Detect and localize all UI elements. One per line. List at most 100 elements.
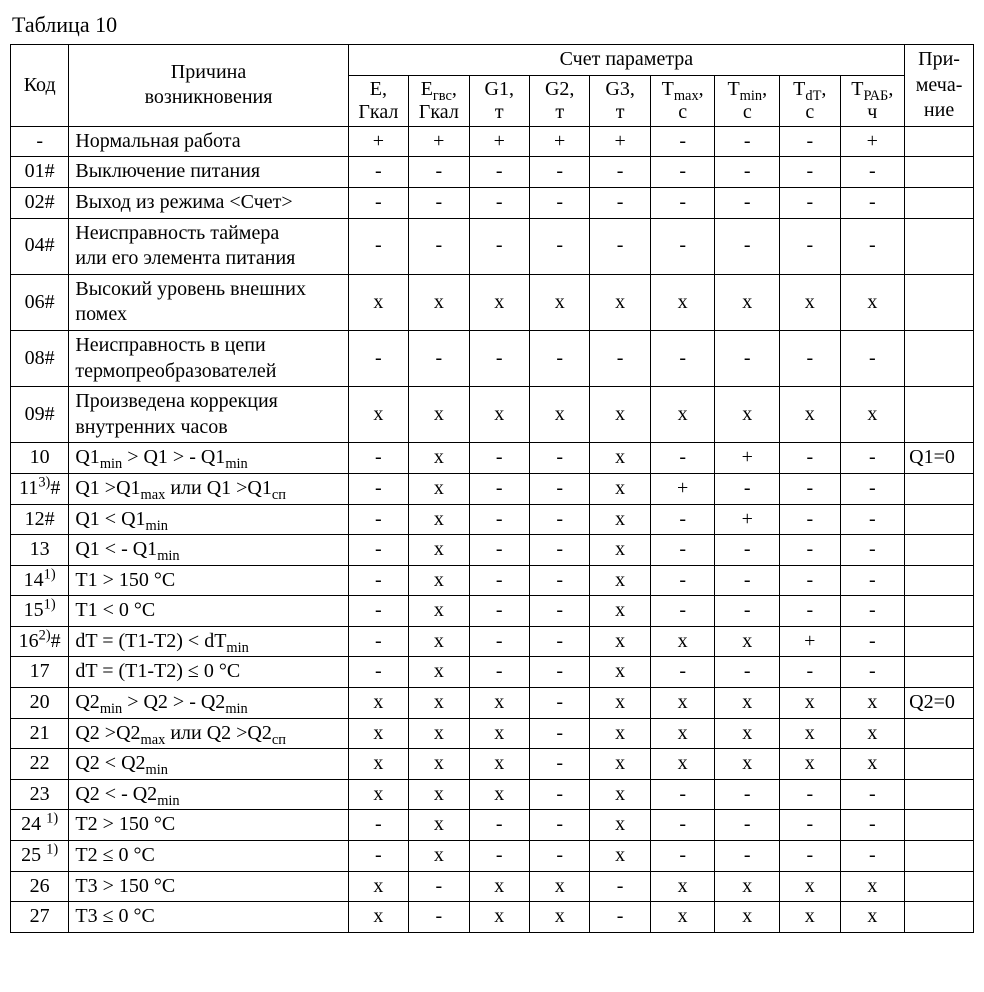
cell-value: - bbox=[590, 902, 650, 933]
cell-value: x bbox=[409, 841, 469, 872]
cell-note bbox=[905, 535, 974, 566]
cell-value: x bbox=[590, 688, 650, 719]
cell-note bbox=[905, 187, 974, 218]
cell-value: - bbox=[348, 473, 408, 504]
cell-value: x bbox=[590, 718, 650, 749]
cell-value: x bbox=[529, 274, 589, 330]
cell-value: + bbox=[715, 504, 780, 535]
cell-value: + bbox=[715, 443, 780, 474]
cell-value: x bbox=[840, 718, 905, 749]
cell-code: 113)# bbox=[11, 473, 69, 504]
table-row: 12#Q1 < Q1min-x--x-+-- bbox=[11, 504, 974, 535]
cell-value: - bbox=[348, 841, 408, 872]
table-row: 01#Выключение питания--------- bbox=[11, 157, 974, 188]
cell-value: - bbox=[590, 218, 650, 274]
cell-value: - bbox=[348, 535, 408, 566]
cell-value: - bbox=[348, 187, 408, 218]
cell-value: x bbox=[715, 626, 780, 657]
cell-value: x bbox=[469, 718, 529, 749]
cell-value: x bbox=[590, 841, 650, 872]
hdr-col-1: Eгвс,Гкал bbox=[409, 75, 469, 126]
cell-code: 13 bbox=[11, 535, 69, 566]
cell-value: x bbox=[650, 626, 715, 657]
cell-value: - bbox=[840, 657, 905, 688]
cell-reason: Выход из режима <Счет> bbox=[69, 187, 348, 218]
cell-value: + bbox=[348, 126, 408, 157]
cell-value: x bbox=[840, 902, 905, 933]
cell-value: - bbox=[650, 504, 715, 535]
cell-value: - bbox=[650, 535, 715, 566]
cell-value: - bbox=[348, 657, 408, 688]
cell-value: - bbox=[529, 473, 589, 504]
cell-value: x bbox=[469, 749, 529, 780]
cell-value: - bbox=[469, 841, 529, 872]
cell-value: x bbox=[590, 274, 650, 330]
cell-value: - bbox=[469, 443, 529, 474]
cell-value: - bbox=[780, 810, 840, 841]
cell-value: - bbox=[780, 504, 840, 535]
cell-code: - bbox=[11, 126, 69, 157]
cell-value: - bbox=[469, 473, 529, 504]
cell-value: x bbox=[590, 810, 650, 841]
cell-code: 04# bbox=[11, 218, 69, 274]
cell-value: - bbox=[469, 187, 529, 218]
table-head: Код Причинавозникновения Счет параметра … bbox=[11, 45, 974, 127]
cell-note bbox=[905, 565, 974, 596]
cell-note bbox=[905, 718, 974, 749]
cell-value: - bbox=[840, 218, 905, 274]
cell-value: x bbox=[780, 871, 840, 902]
hdr-col-3: G2,т bbox=[529, 75, 589, 126]
table-row: 151)T1 < 0 °C-x--x---- bbox=[11, 596, 974, 627]
cell-value: - bbox=[650, 841, 715, 872]
table-row: 162)#dT = (T1-T2) < dTmin-x--xxx+- bbox=[11, 626, 974, 657]
hdr-note: При-меча-ние bbox=[905, 45, 974, 127]
cell-reason: Высокий уровень внешнихпомех bbox=[69, 274, 348, 330]
cell-value: - bbox=[780, 218, 840, 274]
cell-code: 06# bbox=[11, 274, 69, 330]
cell-value: - bbox=[409, 157, 469, 188]
cell-value: - bbox=[840, 565, 905, 596]
cell-note bbox=[905, 218, 974, 274]
cell-value: - bbox=[715, 218, 780, 274]
cell-value: - bbox=[348, 626, 408, 657]
table-row: 25 1)T2 ≤ 0 °C-x--x---- bbox=[11, 841, 974, 872]
cell-note bbox=[905, 126, 974, 157]
cell-value: - bbox=[529, 718, 589, 749]
cell-value: - bbox=[780, 565, 840, 596]
cell-value: - bbox=[650, 218, 715, 274]
cell-value: x bbox=[590, 626, 650, 657]
cell-reason: Q1 >Q1max или Q1 >Q1сп bbox=[69, 473, 348, 504]
table-row: 10Q1min > Q1 > - Q1min-x--x-+--Q1=0 bbox=[11, 443, 974, 474]
table-row: 17dT = (T1-T2) ≤ 0 °C-x--x---- bbox=[11, 657, 974, 688]
cell-value: x bbox=[650, 718, 715, 749]
cell-value: x bbox=[348, 749, 408, 780]
cell-value: - bbox=[348, 504, 408, 535]
cell-value: - bbox=[840, 157, 905, 188]
cell-value: x bbox=[590, 535, 650, 566]
cell-value: - bbox=[590, 871, 650, 902]
cell-value: - bbox=[840, 535, 905, 566]
table-body: -Нормальная работа+++++---+01#Выключение… bbox=[11, 126, 974, 932]
cell-value: - bbox=[469, 330, 529, 386]
cell-value: x bbox=[780, 274, 840, 330]
cell-value: x bbox=[469, 871, 529, 902]
cell-value: + bbox=[650, 473, 715, 504]
cell-value: x bbox=[409, 810, 469, 841]
cell-value: - bbox=[650, 779, 715, 810]
table-row: 113)#Q1 >Q1max или Q1 >Q1сп-x--x+--- bbox=[11, 473, 974, 504]
hdr-reason: Причинавозникновения bbox=[69, 45, 348, 127]
cell-value: x bbox=[840, 749, 905, 780]
hdr-col-8: TРАБ,ч bbox=[840, 75, 905, 126]
cell-value: x bbox=[715, 749, 780, 780]
hdr-col-0: E,Гкал bbox=[348, 75, 408, 126]
cell-code: 12# bbox=[11, 504, 69, 535]
cell-value: - bbox=[715, 126, 780, 157]
cell-value: - bbox=[780, 535, 840, 566]
cell-note bbox=[905, 657, 974, 688]
cell-value: x bbox=[780, 688, 840, 719]
cell-value: x bbox=[590, 443, 650, 474]
cell-code: 162)# bbox=[11, 626, 69, 657]
cell-code: 151) bbox=[11, 596, 69, 627]
cell-value: - bbox=[780, 126, 840, 157]
table-row: 21Q2 >Q2max или Q2 >Q2спxxx-xxxxx bbox=[11, 718, 974, 749]
